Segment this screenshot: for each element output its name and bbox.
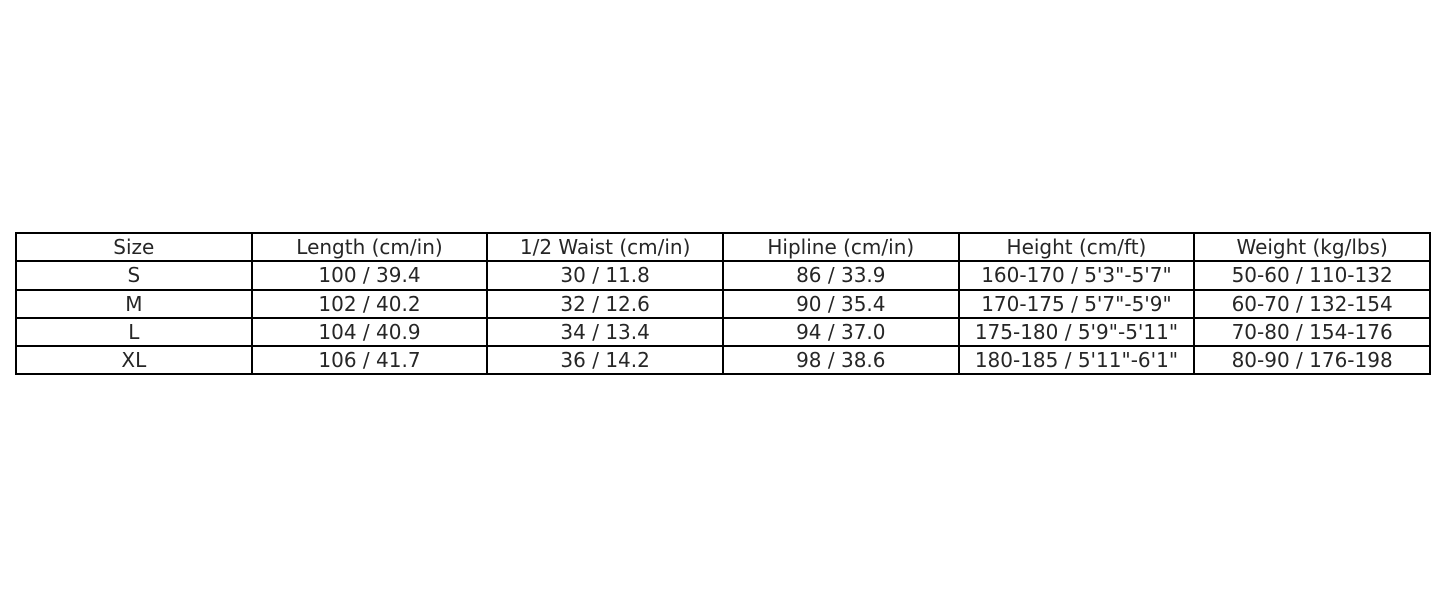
table-cell: M xyxy=(15,288,253,319)
header-cell: Weight (kg/lbs) xyxy=(1193,231,1431,263)
header-cell: Height (cm/ft) xyxy=(957,231,1196,263)
table-cell: 98 / 38.6 xyxy=(721,345,960,376)
table-cell: 34 / 13.4 xyxy=(486,316,724,348)
table-cell: 86 / 33.9 xyxy=(721,260,960,291)
size-chart-table: Size Length (cm/in) 1/2 Waist (cm/in) Hipli… xyxy=(15,231,1431,376)
table-cell: 60-70 / 132-154 xyxy=(1193,288,1431,319)
table-cell: 102 / 40.2 xyxy=(250,288,489,319)
table-cell: XL xyxy=(15,345,253,376)
table-row: M 102 / 40.2 32 / 12.6 90 / 35.4 170-175 / 5… xyxy=(15,288,1431,319)
table-cell: 50-60 / 110-132 xyxy=(1193,260,1431,291)
table-row: S 100 / 39.4 30 / 11.8 86 / 33.9 160-170 / 5… xyxy=(15,260,1431,291)
table-cell: 180-185 / 5'11"-6'1" xyxy=(957,345,1196,376)
table-cell: L xyxy=(15,316,253,348)
table-cell: 100 / 39.4 xyxy=(250,260,489,291)
table-cell: 70-80 / 154-176 xyxy=(1193,316,1431,348)
table-cell: S xyxy=(15,260,253,291)
header-row: Size Length (cm/in) 1/2 Waist (cm/in) Hipli… xyxy=(15,231,1431,263)
header-cell: Hipline (cm/in) xyxy=(721,231,960,263)
table-cell: 160-170 / 5'3"-5'7" xyxy=(957,260,1196,291)
table-body: Size Length (cm/in) 1/2 Waist (cm/in) Hipli… xyxy=(15,231,1431,376)
table-cell: 30 / 11.8 xyxy=(486,260,724,291)
table-cell: 106 / 41.7 xyxy=(250,345,489,376)
table-cell: 90 / 35.4 xyxy=(721,288,960,319)
table-cell: 104 / 40.9 xyxy=(250,316,489,348)
table-cell: 32 / 12.6 xyxy=(486,288,724,319)
header-cell: Size xyxy=(15,231,253,263)
table-cell: 36 / 14.2 xyxy=(486,345,724,376)
table-cell: 170-175 / 5'7"-5'9" xyxy=(957,288,1196,319)
table-cell: 175-180 / 5'9"-5'11" xyxy=(957,316,1196,348)
table-row: XL 106 / 41.7 36 / 14.2 98 / 38.6 180-185 / … xyxy=(15,345,1431,376)
header-cell: 1/2 Waist (cm/in) xyxy=(486,231,724,263)
header-cell: Length (cm/in) xyxy=(250,231,489,263)
table-cell: 94 / 37.0 xyxy=(721,316,960,348)
table-cell: 80-90 / 176-198 xyxy=(1193,345,1431,376)
table-row: L 104 / 40.9 34 / 13.4 94 / 37.0 175-180 / 5… xyxy=(15,316,1431,348)
